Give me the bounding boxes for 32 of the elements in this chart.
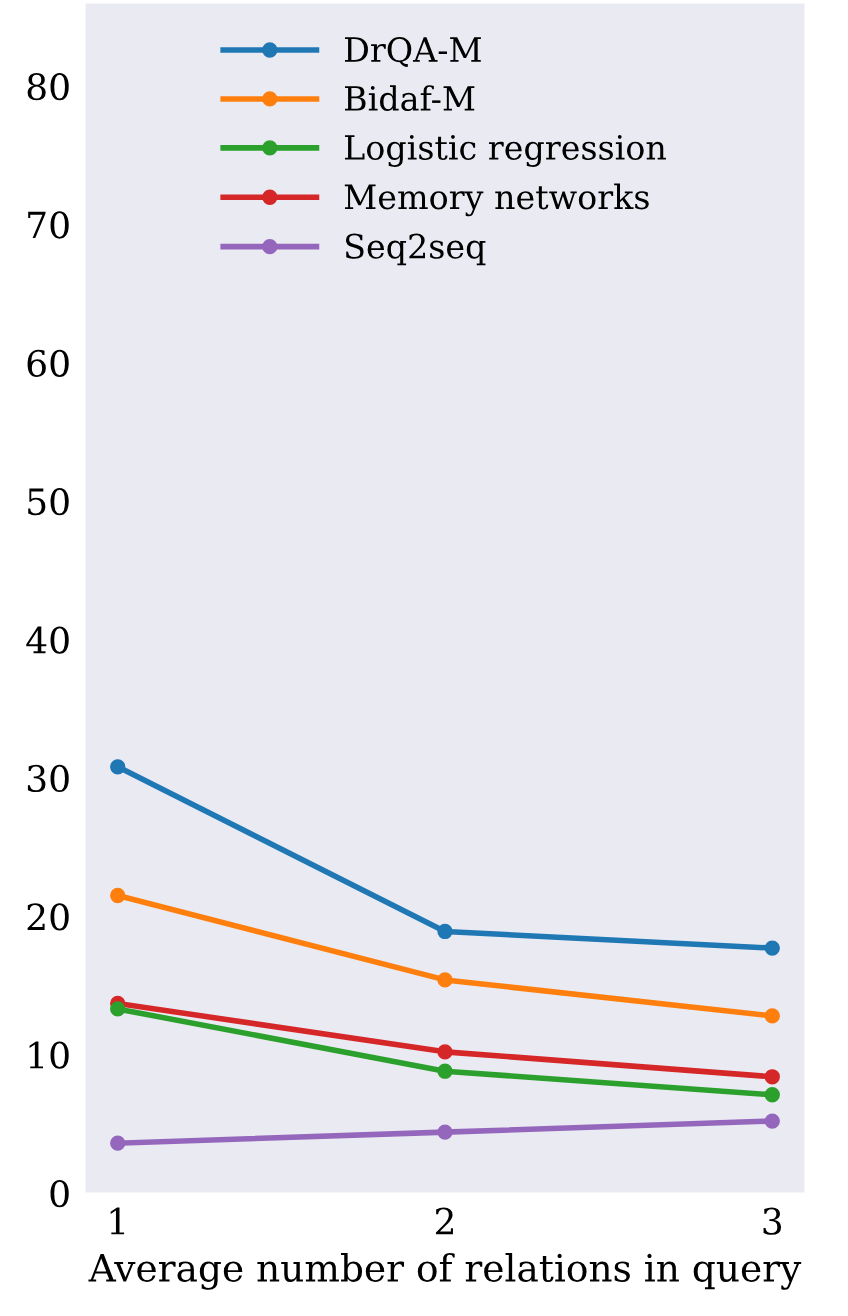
point [110,887,126,904]
y-tick-label: 0 [50,1179,69,1208]
legend-label: Seq2seq [345,233,486,266]
point [764,1069,780,1085]
x-tick-label: 1 [110,1207,125,1235]
legend-label: Memory networks [344,183,649,217]
point [764,1113,780,1129]
x-tick-label: 3 [763,1207,782,1235]
point [110,1001,126,1017]
x-tick-label: 2 [435,1207,453,1235]
point [437,1063,453,1079]
y-tick-label: 70 [28,211,69,239]
point [110,759,126,775]
y-tick-label: 10 [29,1041,69,1069]
y-tick-label: 20 [27,903,69,931]
point [437,1124,453,1140]
y-tick-label: 80 [27,72,69,101]
point [764,1087,780,1103]
point [110,1135,126,1151]
legend-label: Bidaf-M [344,85,475,112]
point [437,972,453,988]
point [764,940,780,956]
point [764,1008,780,1024]
y-tick-label: 50 [28,488,69,516]
point [437,923,453,940]
y-tick-label: 60 [27,349,69,377]
y-tick-label: 30 [27,764,69,793]
legend-label: DrQA-M [344,36,481,67]
point [437,1044,453,1060]
legend-label: Logistic regression [344,134,666,167]
y-tick-label: 40 [26,626,69,654]
x-axis-title: Average number of relations in query [88,1252,802,1290]
